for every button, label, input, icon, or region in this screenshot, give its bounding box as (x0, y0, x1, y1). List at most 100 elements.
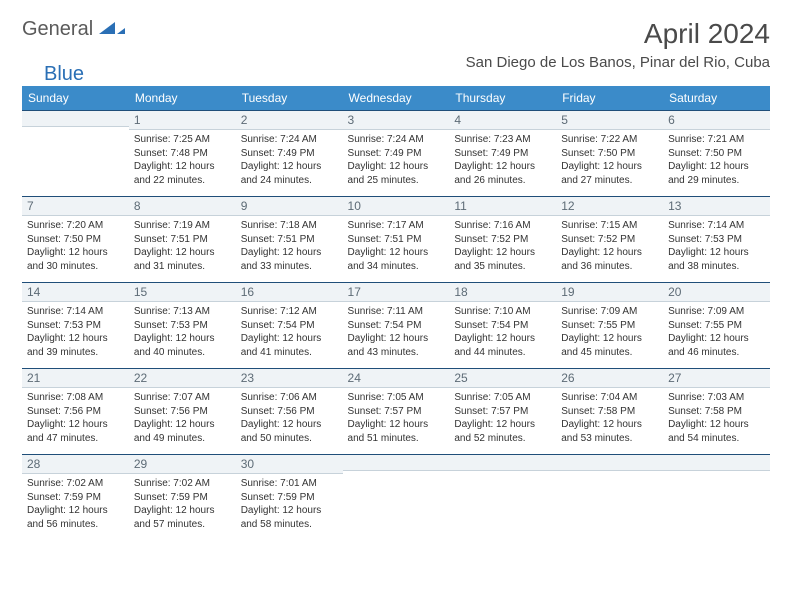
calendar-day-cell (343, 454, 450, 540)
day-sun-info: Sunrise: 7:08 AMSunset: 7:56 PMDaylight:… (22, 388, 129, 448)
calendar-day-cell: 24Sunrise: 7:05 AMSunset: 7:57 PMDayligh… (343, 368, 450, 454)
calendar-day-cell: 15Sunrise: 7:13 AMSunset: 7:53 PMDayligh… (129, 282, 236, 368)
day-sun-info: Sunrise: 7:05 AMSunset: 7:57 PMDaylight:… (449, 388, 556, 448)
day-number: 7 (22, 196, 129, 216)
day-number: 5 (556, 110, 663, 130)
calendar-day-cell: 20Sunrise: 7:09 AMSunset: 7:55 PMDayligh… (663, 282, 770, 368)
day-number: 10 (343, 196, 450, 216)
calendar-day-cell: 21Sunrise: 7:08 AMSunset: 7:56 PMDayligh… (22, 368, 129, 454)
day-sun-info: Sunrise: 7:18 AMSunset: 7:51 PMDaylight:… (236, 216, 343, 276)
day-sun-info: Sunrise: 7:23 AMSunset: 7:49 PMDaylight:… (449, 130, 556, 190)
weekday-header: Saturday (663, 86, 770, 110)
day-sun-info: Sunrise: 7:09 AMSunset: 7:55 PMDaylight:… (663, 302, 770, 362)
brand-part1: General (22, 18, 93, 41)
calendar-day-cell: 2Sunrise: 7:24 AMSunset: 7:49 PMDaylight… (236, 110, 343, 196)
day-number: 14 (22, 282, 129, 302)
day-number: 19 (556, 282, 663, 302)
calendar-table: Sunday Monday Tuesday Wednesday Thursday… (22, 86, 770, 540)
day-sun-info: Sunrise: 7:15 AMSunset: 7:52 PMDaylight:… (556, 216, 663, 276)
day-number: 20 (663, 282, 770, 302)
day-number: 29 (129, 454, 236, 474)
calendar-day-cell: 9Sunrise: 7:18 AMSunset: 7:51 PMDaylight… (236, 196, 343, 282)
brand-triangle-icon (99, 18, 125, 41)
day-number: 23 (236, 368, 343, 388)
day-number (663, 454, 770, 471)
day-sun-info: Sunrise: 7:09 AMSunset: 7:55 PMDaylight:… (556, 302, 663, 362)
day-number: 11 (449, 196, 556, 216)
calendar-day-cell: 26Sunrise: 7:04 AMSunset: 7:58 PMDayligh… (556, 368, 663, 454)
calendar-day-cell: 10Sunrise: 7:17 AMSunset: 7:51 PMDayligh… (343, 196, 450, 282)
day-sun-info: Sunrise: 7:19 AMSunset: 7:51 PMDaylight:… (129, 216, 236, 276)
calendar-day-cell: 12Sunrise: 7:15 AMSunset: 7:52 PMDayligh… (556, 196, 663, 282)
brand-logo: General (22, 18, 127, 41)
calendar-week-row: 7Sunrise: 7:20 AMSunset: 7:50 PMDaylight… (22, 196, 770, 282)
day-sun-info: Sunrise: 7:11 AMSunset: 7:54 PMDaylight:… (343, 302, 450, 362)
day-number (556, 454, 663, 471)
day-sun-info: Sunrise: 7:01 AMSunset: 7:59 PMDaylight:… (236, 474, 343, 534)
calendar-day-cell: 1Sunrise: 7:25 AMSunset: 7:48 PMDaylight… (129, 110, 236, 196)
calendar-day-cell: 6Sunrise: 7:21 AMSunset: 7:50 PMDaylight… (663, 110, 770, 196)
calendar-week-row: 21Sunrise: 7:08 AMSunset: 7:56 PMDayligh… (22, 368, 770, 454)
day-number: 26 (556, 368, 663, 388)
day-number: 8 (129, 196, 236, 216)
weekday-header: Friday (556, 86, 663, 110)
day-number: 6 (663, 110, 770, 130)
weekday-header: Wednesday (343, 86, 450, 110)
day-number: 17 (343, 282, 450, 302)
day-number: 1 (129, 110, 236, 130)
day-sun-info: Sunrise: 7:17 AMSunset: 7:51 PMDaylight:… (343, 216, 450, 276)
weekday-header-row: Sunday Monday Tuesday Wednesday Thursday… (22, 86, 770, 110)
day-number (449, 454, 556, 471)
calendar-day-cell: 17Sunrise: 7:11 AMSunset: 7:54 PMDayligh… (343, 282, 450, 368)
calendar-day-cell: 23Sunrise: 7:06 AMSunset: 7:56 PMDayligh… (236, 368, 343, 454)
day-number: 27 (663, 368, 770, 388)
calendar-day-cell: 5Sunrise: 7:22 AMSunset: 7:50 PMDaylight… (556, 110, 663, 196)
day-number: 15 (129, 282, 236, 302)
calendar-day-cell: 19Sunrise: 7:09 AMSunset: 7:55 PMDayligh… (556, 282, 663, 368)
calendar-day-cell: 4Sunrise: 7:23 AMSunset: 7:49 PMDaylight… (449, 110, 556, 196)
day-sun-info: Sunrise: 7:06 AMSunset: 7:56 PMDaylight:… (236, 388, 343, 448)
title-block: April 2024 San Diego de Los Banos, Pinar… (466, 18, 770, 71)
weekday-header: Tuesday (236, 86, 343, 110)
day-sun-info: Sunrise: 7:25 AMSunset: 7:48 PMDaylight:… (129, 130, 236, 190)
day-sun-info: Sunrise: 7:24 AMSunset: 7:49 PMDaylight:… (343, 130, 450, 190)
day-sun-info: Sunrise: 7:20 AMSunset: 7:50 PMDaylight:… (22, 216, 129, 276)
location-text: San Diego de Los Banos, Pinar del Rio, C… (466, 54, 770, 71)
day-sun-info: Sunrise: 7:21 AMSunset: 7:50 PMDaylight:… (663, 130, 770, 190)
day-sun-info: Sunrise: 7:02 AMSunset: 7:59 PMDaylight:… (129, 474, 236, 534)
day-number: 9 (236, 196, 343, 216)
calendar-week-row: 14Sunrise: 7:14 AMSunset: 7:53 PMDayligh… (22, 282, 770, 368)
day-sun-info: Sunrise: 7:12 AMSunset: 7:54 PMDaylight:… (236, 302, 343, 362)
weekday-header: Monday (129, 86, 236, 110)
weekday-header: Sunday (22, 86, 129, 110)
day-number: 16 (236, 282, 343, 302)
day-sun-info: Sunrise: 7:07 AMSunset: 7:56 PMDaylight:… (129, 388, 236, 448)
day-number: 12 (556, 196, 663, 216)
page-title: April 2024 (466, 18, 770, 50)
calendar-day-cell: 11Sunrise: 7:16 AMSunset: 7:52 PMDayligh… (449, 196, 556, 282)
calendar-day-cell: 16Sunrise: 7:12 AMSunset: 7:54 PMDayligh… (236, 282, 343, 368)
calendar-day-cell: 18Sunrise: 7:10 AMSunset: 7:54 PMDayligh… (449, 282, 556, 368)
calendar-day-cell: 3Sunrise: 7:24 AMSunset: 7:49 PMDaylight… (343, 110, 450, 196)
weekday-header: Thursday (449, 86, 556, 110)
brand-part2: Blue (44, 63, 84, 85)
day-number: 25 (449, 368, 556, 388)
calendar-day-cell: 27Sunrise: 7:03 AMSunset: 7:58 PMDayligh… (663, 368, 770, 454)
calendar-day-cell: 14Sunrise: 7:14 AMSunset: 7:53 PMDayligh… (22, 282, 129, 368)
day-sun-info: Sunrise: 7:24 AMSunset: 7:49 PMDaylight:… (236, 130, 343, 190)
day-number: 30 (236, 454, 343, 474)
day-number: 18 (449, 282, 556, 302)
day-sun-info: Sunrise: 7:10 AMSunset: 7:54 PMDaylight:… (449, 302, 556, 362)
day-sun-info: Sunrise: 7:22 AMSunset: 7:50 PMDaylight:… (556, 130, 663, 190)
day-number: 4 (449, 110, 556, 130)
calendar-day-cell (663, 454, 770, 540)
day-sun-info: Sunrise: 7:03 AMSunset: 7:58 PMDaylight:… (663, 388, 770, 448)
day-sun-info: Sunrise: 7:13 AMSunset: 7:53 PMDaylight:… (129, 302, 236, 362)
day-number: 24 (343, 368, 450, 388)
calendar-day-cell: 29Sunrise: 7:02 AMSunset: 7:59 PMDayligh… (129, 454, 236, 540)
day-number: 13 (663, 196, 770, 216)
day-sun-info: Sunrise: 7:14 AMSunset: 7:53 PMDaylight:… (663, 216, 770, 276)
calendar-day-cell (556, 454, 663, 540)
day-sun-info: Sunrise: 7:02 AMSunset: 7:59 PMDaylight:… (22, 474, 129, 534)
day-sun-info: Sunrise: 7:04 AMSunset: 7:58 PMDaylight:… (556, 388, 663, 448)
